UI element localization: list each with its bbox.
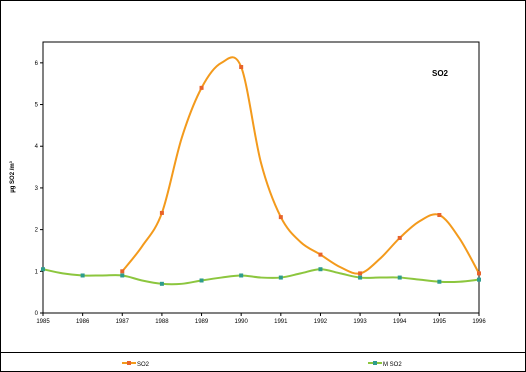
x-axis-ticks: 1985 1986 1987 1988 1989 1990 1991 1992 1993 1994… [36,313,486,325]
y-tick-label: 4 [35,144,39,150]
data-point-marker [199,278,204,283]
data-point-marker [318,252,323,257]
legend-swatch-marker [127,361,131,365]
x-tick-label: 1988 [155,319,169,325]
x-tick-label: 1994 [393,319,407,325]
series-line-1 [42,268,480,286]
y-tick-label: 0 [35,311,39,317]
x-tick-label: 1986 [76,319,90,325]
data-point-marker [159,210,164,215]
legend: SO2 M SO2 [122,361,402,368]
y-axis-label: µg SO2 /m³ [9,161,16,192]
data-point-marker [397,275,402,280]
data-point-marker [278,275,283,280]
data-point-marker [477,271,481,276]
data-point-marker [239,65,244,70]
legend-swatch-marker [373,361,377,365]
x-tick-label: 1987 [116,319,130,325]
data-point-marker [278,215,283,220]
y-tick-label: 5 [35,103,39,109]
y-tick-label: 1 [35,269,39,275]
plot-area [42,41,480,314]
data-point-marker [120,273,125,278]
legend-label: M SO2 [383,362,402,368]
y-axis-ticks: 0 1 2 3 4 5 6 [35,61,43,317]
data-point-marker [397,235,402,240]
data-point-marker [477,277,481,282]
data-point-marker [358,275,363,280]
x-tick-label: 1996 [472,319,486,325]
data-point-marker [80,273,85,278]
data-point-marker [120,269,125,274]
x-tick-label: 1990 [235,319,249,325]
series-line-0 [121,56,480,275]
series-layer [41,56,481,286]
data-point-marker [159,281,164,286]
x-tick-label: 1985 [36,319,50,325]
data-point-marker [318,267,323,272]
data-point-marker [41,267,45,272]
x-tick-label: 1992 [314,319,328,325]
data-point-marker [239,273,244,278]
y-tick-label: 2 [35,228,39,234]
data-point-marker [437,213,442,218]
x-tick-label: 1993 [353,319,367,325]
legend-label: SO2 [137,362,150,368]
data-point-marker [437,279,442,284]
y-tick-label: 3 [35,186,39,192]
data-point-marker [199,85,204,90]
x-tick-label: 1989 [195,319,209,325]
chart-title: SO2 [432,69,449,78]
data-point-marker [358,271,363,276]
x-tick-label: 1991 [274,319,288,325]
x-tick-label: 1995 [433,319,447,325]
y-tick-label: 6 [35,61,39,67]
